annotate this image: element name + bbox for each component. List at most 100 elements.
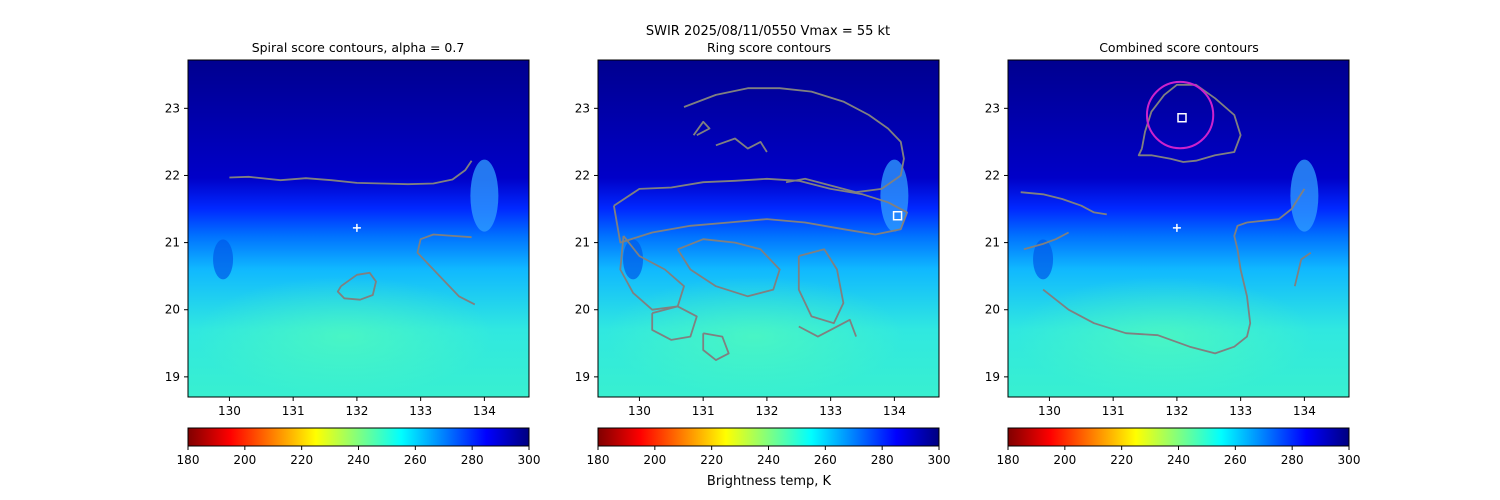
colorbar-tick-label: 280: [871, 453, 894, 467]
cloud-feature: [1290, 159, 1319, 232]
plot-area: [598, 60, 939, 397]
center-square-marker: [1177, 112, 1187, 123]
x-tick-label: 132: [345, 404, 368, 418]
colorbar-tick-label: 240: [1167, 453, 1190, 467]
colorbar-tick-label: 260: [1224, 453, 1247, 467]
y-tick-label: 20: [165, 303, 180, 317]
axes-frame: [1007, 59, 1350, 398]
x-tick-label: 132: [1165, 404, 1188, 418]
score-contour: [1293, 251, 1312, 287]
y-tick-label: 19: [985, 370, 1000, 384]
x-tick-label: 130: [628, 404, 651, 418]
colorbar-bar: [597, 427, 940, 447]
x-tick-label: 134: [473, 404, 496, 418]
x-tick-label: 131: [282, 404, 305, 418]
colorbar-tick-label: 240: [757, 453, 780, 467]
y-tick-label: 21: [165, 236, 180, 250]
colorbar: 180 200 220 240 260 280 300: [587, 427, 951, 467]
center-plus-marker: [1172, 223, 1181, 232]
panel-title: Ring score contours: [707, 40, 831, 55]
x-tick-label: 130: [1038, 404, 1061, 418]
score-contour: [613, 177, 908, 244]
y-tick-label: 20: [985, 303, 1000, 317]
colorbar-tick-label: 220: [700, 453, 723, 467]
colorbar-tick-label: 200: [643, 453, 666, 467]
plot-area: [188, 60, 529, 397]
x-tick-label: 134: [883, 404, 906, 418]
colorbar-label: Brightness temp, K: [707, 474, 832, 489]
colorbar-tick-label: 280: [1281, 453, 1304, 467]
colorbar-tick-label: 280: [461, 453, 484, 467]
x-tick-label: 131: [692, 404, 715, 418]
panel-combined: Combined score contours 130 131 132 133 134 1…: [985, 40, 1361, 467]
x-tick-label: 133: [409, 404, 432, 418]
warm-region: [194, 276, 495, 397]
colorbar-bar: [1007, 427, 1350, 447]
colorbar: 180 200 220 240 260 280 300: [177, 427, 541, 467]
y-tick-label: 20: [575, 303, 590, 317]
y-tick-label: 23: [165, 101, 180, 115]
cloud-feature: [623, 239, 644, 280]
score-contour: [336, 271, 377, 301]
x-tick-label: 132: [755, 404, 778, 418]
score-contour: [1137, 83, 1242, 163]
score-contour: [692, 120, 711, 136]
panel-title: Combined score contours: [1099, 40, 1259, 55]
y-tick-label: 22: [985, 168, 1000, 182]
colorbar-tick-label: 260: [814, 453, 837, 467]
score-contour: [416, 233, 476, 306]
score-contour: [798, 318, 857, 338]
colorbar-tick-label: 180: [587, 453, 610, 467]
y-tick-label: 23: [985, 101, 1000, 115]
cloud-feature: [470, 159, 499, 232]
score-contour: [1246, 188, 1306, 224]
cloud-feature: [1033, 239, 1054, 280]
score-contour: [683, 87, 905, 194]
y-tick-label: 21: [575, 236, 590, 250]
colorbar-tick-label: 220: [1110, 453, 1133, 467]
axes-frame: [597, 59, 940, 398]
colorbar-tick-label: 200: [1053, 453, 1076, 467]
y-tick-label: 22: [575, 168, 590, 182]
y-tick-label: 19: [165, 370, 180, 384]
score-contour: [797, 248, 845, 325]
panel-spiral: Spiral score contours, alpha = 0.7 130 13…: [165, 40, 541, 467]
ring-fit-circle: [1145, 80, 1215, 150]
score-contour: [1023, 231, 1070, 251]
center-plus-marker: [352, 223, 361, 232]
score-contour: [651, 305, 698, 341]
y-tick-label: 23: [575, 101, 590, 115]
colorbar-tick-label: 300: [1338, 453, 1361, 467]
y-tick-label: 22: [165, 168, 180, 182]
x-tick-label: 134: [1293, 404, 1316, 418]
y-tick-label: 19: [575, 370, 590, 384]
colorbar: 180 200 220 240 260 280 300: [997, 427, 1361, 467]
score-contour: [1042, 221, 1252, 355]
panel-title: Spiral score contours, alpha = 0.7: [252, 40, 465, 55]
center-square-marker: [892, 210, 903, 221]
colorbar-tick-label: 200: [233, 453, 256, 467]
colorbar-tick-label: 240: [347, 453, 370, 467]
x-tick-label: 130: [218, 404, 241, 418]
x-tick-label: 131: [1102, 404, 1125, 418]
colorbar-tick-label: 260: [404, 453, 427, 467]
score-contour: [676, 238, 781, 298]
panel-ring: Ring score contours 130 131 132 133 134 19 20 2…: [575, 40, 951, 467]
plot-area: [1008, 60, 1349, 397]
colorbar-bar: [187, 427, 530, 447]
colorbar-tick-label: 180: [177, 453, 200, 467]
colorbar-tick-label: 180: [997, 453, 1020, 467]
x-tick-label: 133: [1229, 404, 1252, 418]
cloud-feature: [213, 239, 234, 280]
colorbar-tick-label: 220: [290, 453, 313, 467]
score-contour: [229, 160, 473, 186]
colorbar-tick-label: 300: [928, 453, 951, 467]
figure-suptitle: SWIR 2025/08/11/0550 Vmax = 55 kt: [646, 24, 890, 39]
x-tick-label: 133: [819, 404, 842, 418]
score-contour: [702, 332, 730, 361]
y-tick-label: 21: [985, 236, 1000, 250]
colorbar-tick-label: 300: [518, 453, 541, 467]
score-contour: [1020, 191, 1107, 216]
score-contour: [715, 137, 768, 153]
